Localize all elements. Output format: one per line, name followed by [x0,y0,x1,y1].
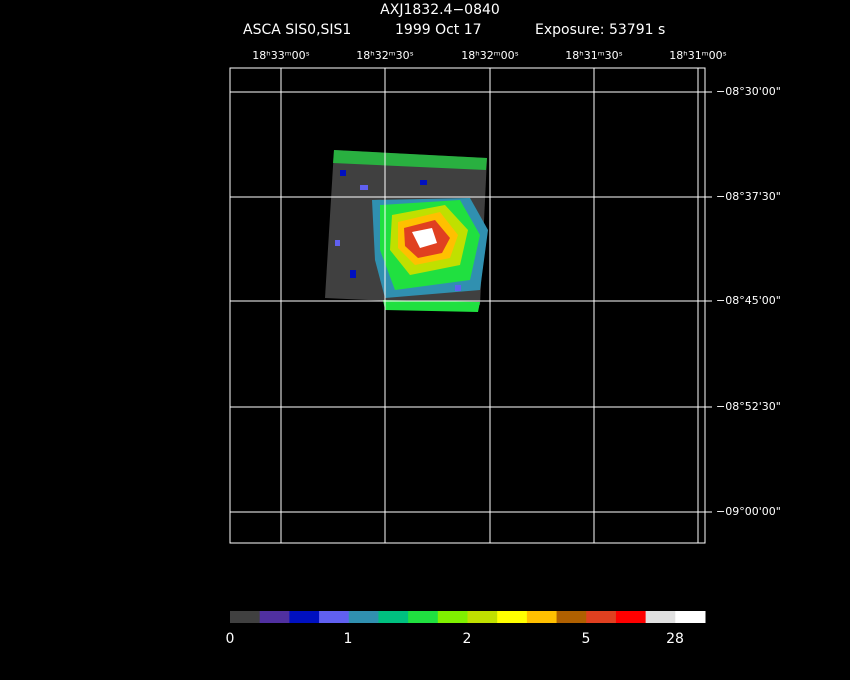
dec-label: −08°37'30" [716,190,781,203]
colorbar-swatch [378,611,409,623]
colorbar-swatch [319,611,350,623]
dec-label: −09°00'00" [716,505,781,518]
colorbar-swatch [230,611,261,623]
ra-label: 18ʰ32ᵐ30ˢ [356,49,413,62]
colorbar-label: 28 [666,631,684,647]
colorbar-swatch [437,611,468,623]
colorbar-swatch [586,611,617,623]
colorbar-swatch [615,611,647,623]
colorbar-swatch [556,611,587,623]
exposure: Exposure: 53791 s [535,22,665,38]
ra-label: 18ʰ32ᵐ00ˢ [461,49,518,62]
colorbar-swatch [259,611,290,623]
colorbar-swatch [675,611,706,623]
colorbar-swatch [526,611,558,623]
image [325,150,488,312]
colorbar-label: 5 [582,631,591,647]
colorbar-swatch [467,611,498,623]
colorbar-label: 2 [463,631,472,647]
title: AXJ1832.4−0840 [380,2,500,18]
colorbar-swatch [289,611,320,623]
colorbar-swatch [348,611,379,623]
frame [229,67,706,544]
grid [230,68,712,543]
ra-label: 18ʰ33ᵐ00ˢ [252,49,309,62]
colorbar-label: 1 [344,631,353,647]
dec-label: −08°30'00" [716,85,781,98]
dec-label: −08°52'30" [716,400,781,413]
date: 1999 Oct 17 [395,22,482,38]
ra-label: 18ʰ31ᵐ30ˢ [565,49,622,62]
colorbar-swatch [497,611,528,623]
ra-label: 18ʰ31ᵐ00ˢ [669,49,726,62]
colorbar-swatch [645,611,676,623]
colorbar-swatch [408,611,439,623]
dec-label: −08°45'00" [716,294,781,307]
instrument: ASCA SIS0,SIS1 [243,22,351,38]
colorbar-label: 0 [226,631,235,647]
